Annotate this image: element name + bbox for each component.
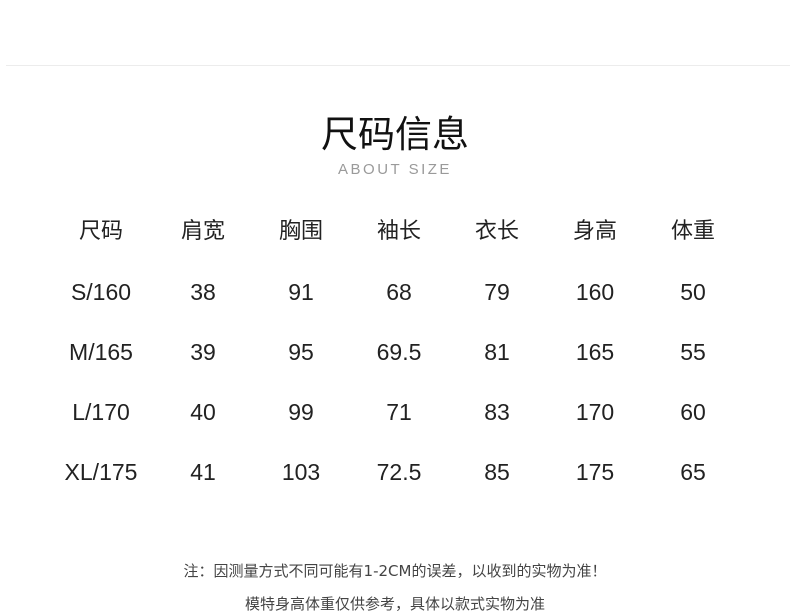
note-measurement: 注：因测量方式不同可能有1-2CM的误差，以收到的实物为准！ xyxy=(183,562,607,580)
table-cell: 160 xyxy=(575,279,615,305)
page-subtitle: ABOUT SIZE xyxy=(338,161,452,178)
table-cell: 91 xyxy=(288,279,314,305)
column-header: 袖长 xyxy=(376,219,421,244)
table-cell: S/160 xyxy=(70,279,132,305)
table-cell: 40 xyxy=(190,399,216,425)
column-header: 体重 xyxy=(670,219,715,244)
table-cell: M/165 xyxy=(69,339,133,365)
table-cell: 41 xyxy=(190,459,216,485)
table-row: L/170 40 99 71 83 170 60 xyxy=(0,395,790,429)
table-cell: 38 xyxy=(190,279,216,305)
table-row: XL/175 41 103 72.5 85 175 65 xyxy=(0,455,790,489)
table-cell: 83 xyxy=(484,399,510,425)
table-cell: XL/175 xyxy=(64,459,138,485)
top-divider xyxy=(6,65,790,66)
table-cell: 60 xyxy=(680,399,706,425)
table-cell: 79 xyxy=(484,279,510,305)
table-cell: 103 xyxy=(281,459,321,485)
note-model: 模特身高体重仅供参考，具体以款式实物为准 xyxy=(244,595,545,613)
table-cell: 65 xyxy=(680,459,706,485)
table-row: M/165 39 95 69.5 81 165 55 xyxy=(0,335,790,369)
table-cell: 71 xyxy=(386,399,412,425)
column-header: 胸围 xyxy=(278,219,323,244)
table-cell: 175 xyxy=(575,459,615,485)
table-row: S/160 38 91 68 79 160 50 xyxy=(0,275,790,309)
table-cell: 170 xyxy=(575,399,615,425)
table-cell: 72.5 xyxy=(376,459,422,485)
table-cell: 68 xyxy=(386,279,412,305)
column-header: 身高 xyxy=(572,219,617,244)
column-header: 肩宽 xyxy=(180,219,225,244)
table-header: 尺码 肩宽 胸围 袖长 衣长 身高 体重 xyxy=(0,215,790,249)
column-header: 尺码 xyxy=(78,219,123,244)
table-cell: 99 xyxy=(288,399,314,425)
page-title: 尺码信息 xyxy=(321,113,469,156)
table-cell: L/170 xyxy=(72,399,130,425)
table-cell: 50 xyxy=(680,279,706,305)
table-cell: 81 xyxy=(484,339,510,365)
table-cell: 69.5 xyxy=(376,339,422,365)
table-cell: 39 xyxy=(190,339,216,365)
table-cell: 95 xyxy=(288,339,314,365)
column-header: 衣长 xyxy=(474,219,519,244)
table-cell: 55 xyxy=(680,339,706,365)
table-cell: 85 xyxy=(484,459,510,485)
table-cell: 165 xyxy=(575,339,615,365)
